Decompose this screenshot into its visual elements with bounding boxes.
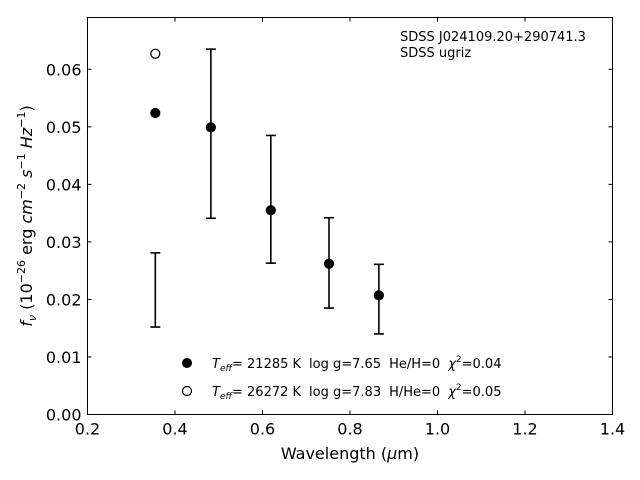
y-tick-label: 0.01: [46, 348, 82, 367]
model-point-filled: [265, 205, 276, 216]
y-tick-label: 0.02: [46, 290, 82, 309]
model-point-filled: [373, 290, 384, 301]
x-tick-label: 1.4: [600, 420, 625, 439]
plot-frame: [87, 17, 613, 415]
legend-marker-filled: [182, 358, 192, 368]
model-point-filled: [150, 107, 161, 119]
y-tick-label: 0.03: [46, 233, 82, 252]
y-tick-label: 0.06: [46, 60, 82, 79]
legend-marker-open: [181, 385, 193, 397]
model-point-filled: [205, 122, 216, 133]
x-tick-label: 0.2: [75, 420, 100, 439]
photometry-annotation: SDSS ugriz: [400, 46, 471, 61]
x-axis-label: Wavelength (μm): [281, 444, 419, 463]
model-point-open: [150, 48, 161, 59]
y-tick-label: 0.00: [46, 406, 82, 425]
x-tick-label: 0.6: [250, 420, 275, 439]
y-tick-label: 0.04: [46, 175, 82, 194]
model-point-filled: [323, 258, 335, 269]
y-tick-label: 0.05: [46, 118, 82, 137]
x-tick-label: 0.4: [162, 420, 187, 439]
x-tick-label: 1.2: [512, 420, 537, 439]
x-axis-ticks: 0.2 0.4 0.6 0.8 1.0 1.2 1.4: [75, 17, 625, 439]
x-tick-label: 1.0: [425, 420, 450, 439]
y-axis-ticks: 0.00 0.01 0.02 0.03 0.04 0.05 0.06: [46, 60, 613, 425]
chart-marks: [150, 48, 384, 335]
object-name-annotation: SDSS J024109.20+290741.3: [400, 30, 586, 45]
x-tick-label: 0.8: [337, 420, 362, 439]
y-axis-label: fν (10−26 erg cm−2 s−1 Hz−1): [15, 105, 39, 326]
